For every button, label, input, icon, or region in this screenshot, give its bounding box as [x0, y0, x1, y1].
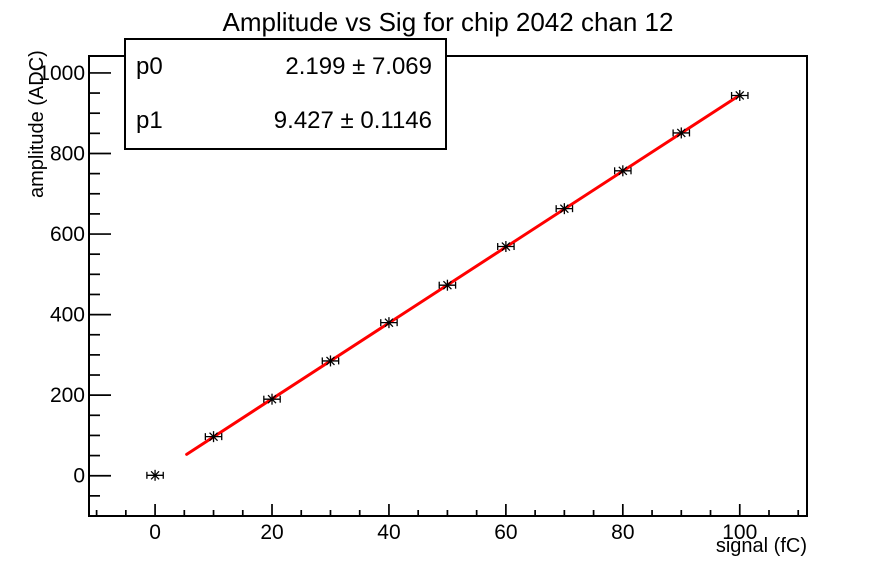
y-tick-label: 800: [50, 142, 85, 165]
data-point-marker: [204, 431, 223, 443]
stats-param-name: p0: [136, 53, 163, 80]
y-tick-label: 1000: [38, 62, 85, 85]
x-tick-label: 0: [149, 521, 161, 544]
data-point-marker: [730, 89, 749, 101]
data-point-marker: [321, 355, 340, 367]
x-tick-label: 60: [494, 521, 517, 544]
stats-param-name: p1: [136, 107, 163, 134]
y-tick-label: 200: [50, 384, 85, 407]
stats-row-p1: p1 9.427 ± 0.1146: [136, 94, 432, 148]
y-tick-label: 400: [50, 304, 85, 327]
stats-param-value: 2.199 ± 7.069: [285, 53, 432, 80]
x-tick-label: 80: [611, 521, 634, 544]
data-point-marker: [380, 317, 398, 329]
x-tick-label: 40: [377, 521, 400, 544]
data-point-marker: [672, 127, 691, 139]
y-axis-title: amplitude (ADC): [26, 50, 48, 198]
data-point-marker: [555, 203, 574, 215]
chart-title: Amplitude vs Sig for chip 2042 chan 12: [222, 7, 674, 37]
x-tick-label: 20: [260, 521, 283, 544]
fit-stats-box: p0 2.199 ± 7.069 p1 9.427 ± 0.1146: [124, 38, 447, 150]
y-tick-label: 600: [50, 223, 85, 246]
x-axis-ticks: 0 20 40 60 80 100: [95, 504, 800, 544]
data-point-marker: [497, 241, 515, 253]
x-axis-title: signal (fC): [715, 535, 807, 557]
data-point-marker: [438, 279, 457, 291]
data-markers: [146, 89, 749, 481]
data-point-marker: [146, 469, 164, 481]
data-point-marker: [263, 393, 281, 405]
x-tick-label: 100: [722, 521, 757, 544]
y-axis-ticks: 0 200 400 600 800 1000: [38, 62, 111, 497]
fit-line: [185, 93, 742, 456]
data-point-marker: [613, 165, 632, 177]
y-tick-label: 0: [73, 465, 85, 488]
stats-row-p0: p0 2.199 ± 7.069: [136, 40, 432, 94]
stats-param-value: 9.427 ± 0.1146: [273, 107, 432, 134]
